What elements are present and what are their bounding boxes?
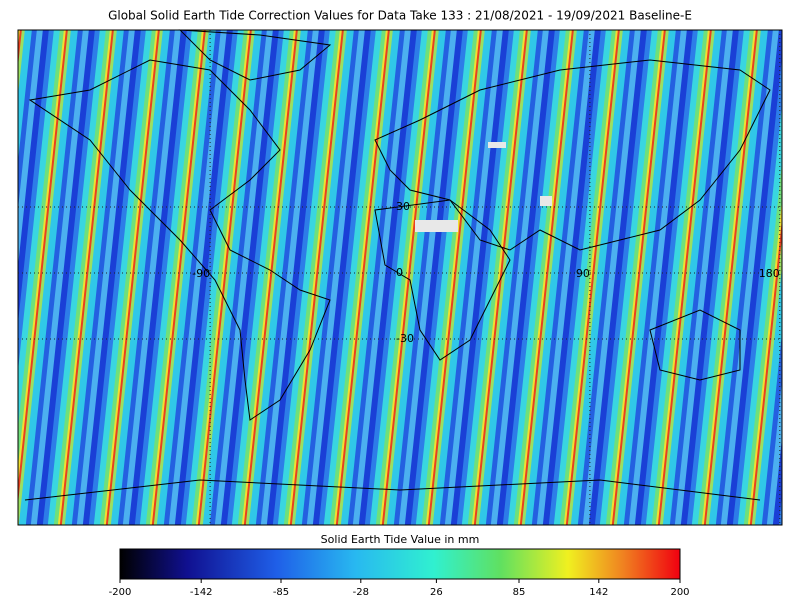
colorbar-tick-label: -28 [353,587,369,598]
longitude-label: -90 [192,267,210,280]
latitude-label: 30 [396,200,410,213]
colorbar-tick-label: 200 [670,587,689,598]
colorbar-tick-label: -85 [273,587,289,598]
map-field [17,29,783,526]
title: Global Solid Earth Tide Correction Value… [108,9,692,23]
latitude-label: -30 [396,332,414,345]
colorbar-label: Solid Earth Tide Value in mm [321,533,480,546]
longitude-label: 180 [759,267,780,280]
map: 30 0 -30 -90 90 180 [17,29,783,526]
no-data-patch [415,220,458,232]
colorbar-tick-label: 85 [513,587,526,598]
colorbar-tick-label: 142 [589,587,608,598]
no-data-patch [488,142,506,148]
no-data-patch [540,196,552,206]
latitude-label: 0 [396,266,403,279]
colorbar-tick-label: -142 [190,587,213,598]
colorbar-tick-label: -200 [109,587,132,598]
coastlines [24,29,771,501]
longitude-label: 90 [576,267,590,280]
colorbar [119,548,681,580]
colorbar-tick-label: 26 [430,587,443,598]
